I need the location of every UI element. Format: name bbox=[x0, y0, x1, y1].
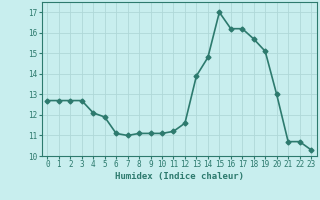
X-axis label: Humidex (Indice chaleur): Humidex (Indice chaleur) bbox=[115, 172, 244, 181]
